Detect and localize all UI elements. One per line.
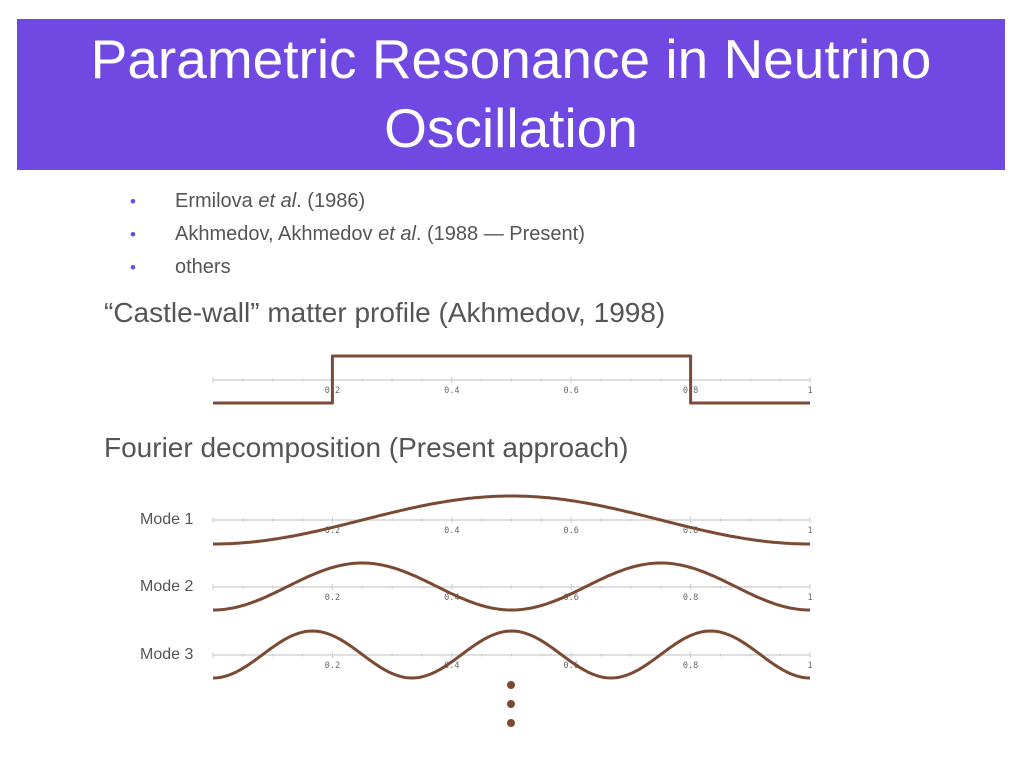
ellipsis-dot	[507, 681, 515, 689]
ref-text: Ermilova	[175, 190, 259, 212]
ellipsis-dot	[507, 700, 515, 708]
ref-text: . (1986)	[296, 190, 366, 212]
mode-label: Mode 3	[140, 646, 194, 663]
castle-wall-heading: “Castle-wall” matter profile (Akhmedov, …	[104, 297, 666, 328]
series-line	[213, 494, 810, 546]
series-line	[212, 629, 811, 680]
x-tick-label: 0.4	[444, 386, 459, 396]
ref-italic: et al	[378, 223, 416, 245]
mode-label: Mode 2	[140, 578, 194, 595]
x-tick-label: 1	[807, 661, 812, 671]
x-tick-label: 0.2	[325, 593, 340, 603]
mode-label: Mode 1	[140, 511, 194, 528]
ref-text: Akhmedov, Akhmedov	[175, 223, 379, 245]
ref-text: others	[175, 256, 231, 278]
series-line	[213, 354, 810, 405]
ref-text: . (1988 — Present)	[415, 223, 585, 245]
x-tick-label: 0.6	[564, 526, 579, 536]
x-tick-label: 0.8	[683, 526, 698, 536]
x-tick-label: 0.2	[325, 661, 340, 671]
slide-title: Parametric Resonance in Neutrino Oscilla…	[90, 28, 932, 159]
x-tick-label: 0.8	[683, 593, 698, 603]
title-bar: Parametric Resonance in Neutrino Oscilla…	[17, 19, 1005, 170]
reference-item: Ermilova et al. (1986)	[130, 185, 585, 218]
fourier-heading: Fourier decomposition (Present approach)	[104, 432, 629, 463]
x-tick-label: 0.6	[564, 661, 579, 671]
x-tick-label: 0.2	[325, 526, 340, 536]
series-line	[213, 561, 810, 612]
reference-list: Ermilova et al. (1986) Akhmedov, Akhmedo…	[130, 185, 585, 284]
x-tick-label: 0.8	[683, 661, 698, 671]
x-tick-label: 1	[807, 593, 812, 603]
x-tick-label: 0.6	[564, 593, 579, 603]
reference-item: others	[130, 251, 585, 284]
x-tick-label: 0.4	[444, 526, 459, 536]
reference-item: Akhmedov, Akhmedov et al. (1988 — Presen…	[130, 218, 585, 251]
x-tick-label: 1	[807, 386, 812, 396]
x-tick-label: 0.6	[564, 386, 579, 396]
x-tick-label: 0.4	[444, 661, 459, 671]
x-tick-label: 0.4	[444, 593, 459, 603]
ellipsis-dot	[507, 719, 515, 727]
x-tick-label: 1	[807, 526, 812, 536]
ref-italic: et al	[258, 190, 297, 212]
